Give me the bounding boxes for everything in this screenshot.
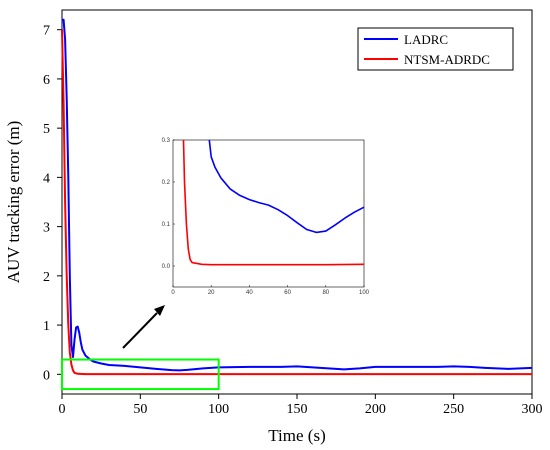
y-tick-label: 7 bbox=[43, 24, 50, 39]
series-line-ntsm-adrdc bbox=[61, 29, 532, 376]
x-tick-label: 250 bbox=[443, 402, 464, 417]
inset-series-line-ntsm-adrdc bbox=[182, 139, 365, 266]
inset-x-tick-label: 20 bbox=[208, 290, 215, 296]
legend-label-ntsm-adrdc: NTSM-ADRDC bbox=[404, 52, 490, 67]
legend-label-ladrc: LADRC bbox=[404, 32, 448, 47]
y-tick-label: 4 bbox=[43, 171, 50, 186]
y-tick-label: 1 bbox=[43, 319, 50, 334]
inset-x-tick-label: 80 bbox=[322, 290, 329, 296]
legend: LADRC NTSM-ADRDC bbox=[357, 27, 514, 71]
inset-axes-ticks: 0 20 40 60 80 100 0.0 0.1 0.2 0.3 bbox=[162, 138, 370, 296]
series-line-ladrc bbox=[62, 18, 533, 372]
x-tick-label: 50 bbox=[133, 402, 147, 417]
zoom-arrow bbox=[122, 305, 165, 349]
inset-x-tick-label: 100 bbox=[359, 290, 370, 296]
inset-y-tick-label: 0.0 bbox=[162, 264, 171, 270]
y-tick-label: 3 bbox=[43, 221, 50, 236]
inset-x-tick-label: 0 bbox=[171, 290, 175, 296]
x-tick-label: 0 bbox=[59, 402, 66, 417]
highlight-box bbox=[61, 358, 220, 391]
y-tick-label: 2 bbox=[43, 270, 50, 285]
x-tick-label: 150 bbox=[287, 402, 308, 417]
inset-series-line-ladrc bbox=[208, 139, 365, 234]
x-tick-label: 200 bbox=[365, 402, 386, 417]
inset-chart: 0 20 40 60 80 100 0.0 0.1 0.2 0.3 bbox=[162, 138, 370, 296]
inset-y-tick-label: 0.1 bbox=[162, 222, 171, 228]
inset-x-tick-label: 40 bbox=[246, 290, 253, 296]
inset-y-tick-label: 0.2 bbox=[162, 180, 171, 186]
inset-y-tick-label: 0.3 bbox=[162, 138, 171, 144]
y-tick-label: 5 bbox=[43, 122, 50, 137]
y-tick-label: 6 bbox=[43, 73, 50, 88]
y-axis-label: AUV tracking error (m) bbox=[4, 121, 23, 284]
inset-x-tick-label: 60 bbox=[284, 290, 291, 296]
main-series-group bbox=[61, 18, 533, 376]
inset-frame bbox=[172, 139, 365, 288]
x-tick-label: 100 bbox=[208, 402, 229, 417]
x-tick-label: 300 bbox=[522, 402, 543, 417]
x-axis-label: Time (s) bbox=[268, 426, 325, 445]
y-tick-label: 0 bbox=[43, 368, 50, 383]
inset-series-group bbox=[182, 139, 365, 266]
legend-box bbox=[357, 27, 514, 71]
